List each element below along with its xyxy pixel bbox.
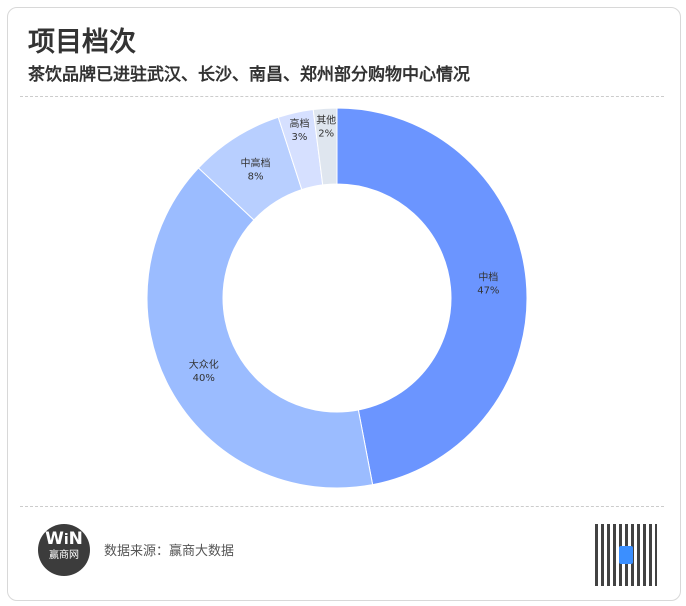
slice-category-label: 其他 [316, 113, 336, 126]
slice-category-label: 大众化 [189, 358, 219, 371]
data-source: 数据来源：赢商大数据 [104, 544, 235, 559]
slice-value-label: 3% [292, 132, 308, 143]
slice-1 [146, 167, 374, 489]
page-title: 项目档次 [28, 27, 136, 58]
page-subtitle: 茶饮品牌已进驻武汉、长沙、南昌、郑州部分购物中心情况 [28, 65, 470, 85]
slice-value-label: 2% [318, 128, 334, 139]
slice-value-label: 47% [477, 286, 499, 297]
slice-4 [312, 107, 338, 186]
divider-bottom [20, 506, 664, 507]
slice-value-label: 8% [248, 172, 264, 183]
slice-0 [336, 107, 528, 486]
slice-category-label: 高档 [289, 117, 309, 130]
slice-value-label: 40% [193, 373, 215, 384]
chart-card [7, 7, 681, 601]
slice-category-label: 中高档 [241, 157, 271, 170]
divider-top [20, 96, 664, 97]
slice-category-label: 中档 [478, 271, 498, 284]
brand-logo: WiN 赢商网 [38, 524, 90, 576]
qr-code [595, 524, 657, 586]
